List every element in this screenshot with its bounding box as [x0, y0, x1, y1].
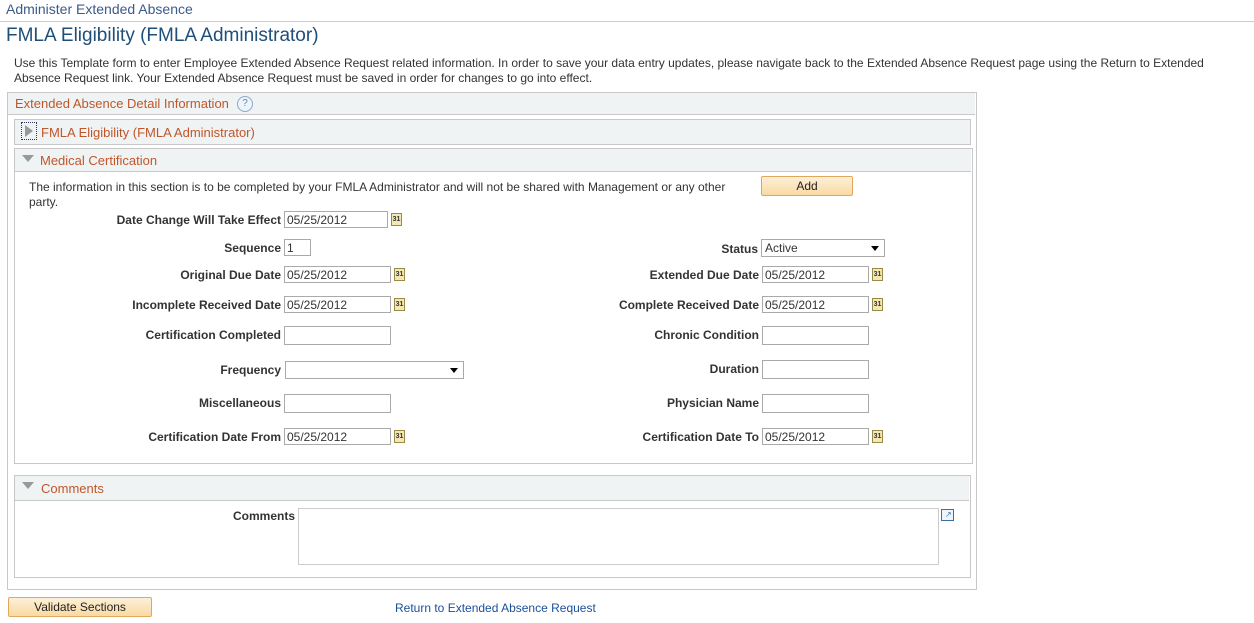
collapse-icon[interactable] [22, 155, 34, 162]
question-circle-icon[interactable]: ? [237, 96, 253, 112]
calendar-icon[interactable]: 31 [394, 268, 405, 281]
fmla-eligibility-section-header[interactable]: FMLA Eligibility (FMLA Administrator) [14, 119, 971, 145]
label: Incomplete Received Date [132, 298, 281, 312]
label: Comments [232, 509, 295, 523]
section-header: Extended Absence Detail Information ? [8, 93, 975, 115]
calendar-icon[interactable]: 31 [872, 430, 883, 443]
divider [0, 21, 1254, 22]
collapse-icon[interactable] [22, 482, 34, 489]
label: Frequency [220, 363, 281, 377]
extended-absence-detail-section [7, 92, 977, 590]
medical-certification-header[interactable]: Medical Certification [15, 149, 971, 172]
frequency-select[interactable] [285, 361, 464, 379]
breadcrumb: Administer Extended Absence [6, 1, 193, 17]
certification-completed-input[interactable] [284, 326, 391, 345]
incomplete-received-date-input[interactable]: 05/25/2012 [284, 296, 391, 313]
label: Miscellaneous [198, 396, 281, 410]
original-due-date-input[interactable]: 05/25/2012 [284, 266, 391, 283]
dropdown-arrow-icon [450, 368, 458, 373]
physician-name-input[interactable] [762, 394, 869, 413]
calendar-icon[interactable]: 31 [391, 213, 402, 226]
calendar-icon[interactable]: 31 [394, 430, 405, 443]
expand-icon[interactable] [21, 122, 37, 140]
return-to-extended-absence-request-link[interactable]: Return to Extended Absence Request [395, 601, 596, 615]
calendar-icon[interactable]: 31 [394, 298, 405, 311]
label: Certification Date To [642, 430, 759, 444]
complete-received-date-input[interactable]: 05/25/2012 [762, 296, 869, 313]
calendar-icon[interactable]: 31 [872, 268, 883, 281]
calendar-icon[interactable]: 31 [872, 298, 883, 311]
status-select[interactable]: Active [761, 239, 885, 257]
section-title: FMLA Eligibility (FMLA Administrator) [41, 125, 255, 140]
sequence-input[interactable]: 1 [284, 239, 311, 256]
date-change-input[interactable]: 05/25/2012 [284, 211, 388, 228]
chronic-condition-input[interactable] [762, 326, 869, 345]
label: Extended Due Date [649, 268, 759, 282]
page-title: FMLA Eligibility (FMLA Administrator) [6, 25, 319, 46]
section-title: Comments [41, 481, 104, 496]
section-title: Extended Absence Detail Information [15, 96, 229, 111]
extended-due-date-input[interactable]: 05/25/2012 [762, 266, 869, 283]
label: Status [721, 242, 758, 256]
label: Certification Date From [148, 430, 281, 444]
comments-header[interactable]: Comments [15, 476, 969, 501]
label: Certification Completed [145, 328, 281, 342]
duration-input[interactable] [762, 360, 869, 379]
label: Physician Name [666, 396, 759, 410]
miscellaneous-input[interactable] [284, 394, 391, 413]
medical-note: The information in this section is to be… [29, 180, 726, 209]
medical-certification-section [14, 148, 973, 464]
intro-text: Use this Template form to enter Employee… [14, 56, 1204, 85]
label: Sequence [224, 241, 281, 255]
label: Chronic Condition [654, 328, 759, 342]
label: Date Change Will Take Effect [116, 213, 281, 227]
selected-value: Active [765, 241, 798, 255]
certification-date-from-input[interactable]: 05/25/2012 [284, 428, 391, 445]
dropdown-arrow-icon [871, 246, 879, 251]
label: Complete Received Date [618, 298, 759, 312]
add-button[interactable]: Add [761, 176, 853, 196]
section-title: Medical Certification [40, 153, 158, 168]
comments-section [14, 475, 971, 578]
validate-sections-button[interactable]: Validate Sections [8, 597, 152, 617]
label: Original Due Date [180, 268, 281, 282]
certification-date-to-input[interactable]: 05/25/2012 [762, 428, 869, 445]
label: Duration [709, 362, 759, 376]
comments-textarea[interactable] [298, 508, 939, 565]
expand-textarea-icon[interactable]: ↗ [941, 509, 954, 521]
